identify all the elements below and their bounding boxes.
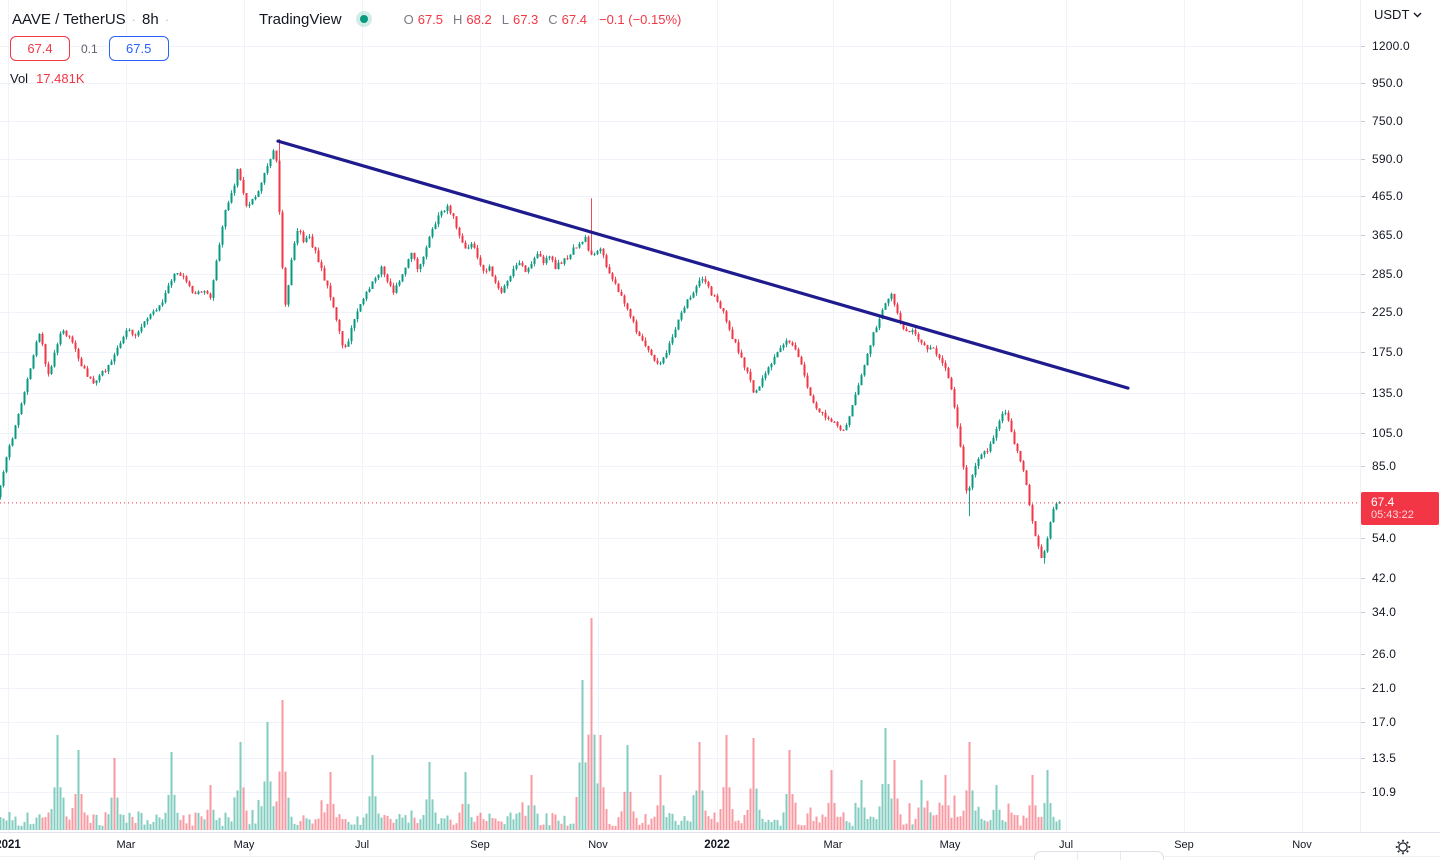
price-tick-label: 175.0 [1372, 344, 1404, 359]
volume-bars [0, 618, 1061, 831]
time-tick-month: May [939, 839, 961, 851]
price-tick-label: 13.5 [1372, 751, 1397, 766]
time-axis[interactable]: 2021 Mar May Jul Sep Nov 2022 Mar May Jul Sep Nov [0, 832, 1440, 860]
descending-trendline[interactable] [276, 139, 1130, 390]
price-tick-label: 1200.0 [1372, 39, 1410, 53]
spread-value: 0.1 [81, 41, 98, 56]
time-tick-month: Jul [354, 839, 370, 851]
price-tick-label: 17.0 [1372, 714, 1397, 729]
bar-countdown: 05:43:22 [1371, 509, 1414, 521]
price-tick-label: 225.0 [1372, 304, 1404, 319]
price-tick-label: 950.0 [1372, 76, 1404, 91]
price-tick-mark [1361, 120, 1365, 122]
price-axis[interactable]: USDT 67.4 05:43:22 1200.0 950.0 750.0 590.0… [1360, 0, 1440, 832]
symbol-title[interactable]: AAVE / TetherUS [12, 10, 126, 28]
time-tick-year: 2022 [704, 839, 730, 851]
price-tick-mark [1361, 432, 1365, 434]
grid-lines [0, 0, 1360, 832]
time-tick-month: Sep [1174, 839, 1194, 851]
candles [0, 139, 1061, 564]
price-tick-mark [1361, 721, 1365, 723]
price-tick-label: 10.9 [1372, 785, 1397, 800]
price-tick-mark [1361, 792, 1365, 794]
change-value: −0.1 (−0.15%) [598, 11, 682, 27]
price-tick-label: 105.0 [1372, 425, 1404, 440]
price-tick-mark [1361, 234, 1365, 236]
time-tick-month: May [233, 839, 255, 851]
date-range-toolbar-peek[interactable] [1034, 851, 1164, 860]
price-tick-label: 21.0 [1372, 681, 1397, 695]
chevron-down-icon [1413, 12, 1422, 17]
time-tick-month: Nov [1292, 839, 1312, 851]
price-tick-label: 465.0 [1372, 189, 1404, 204]
price-tick-mark [1361, 688, 1365, 689]
price-tick-label: 85.0 [1372, 459, 1397, 474]
quote-row: 67.4 0.1 67.5 [10, 36, 169, 61]
chart-legend: AAVE / TetherUS · 8h · TradingView O 67.5… [12, 8, 681, 30]
close-label: C [548, 11, 558, 27]
market-status-icon[interactable] [355, 11, 372, 27]
time-tick-month: Nov [588, 839, 608, 851]
close-value: 67.4 [561, 11, 587, 27]
price-tick-label: 34.0 [1372, 604, 1397, 619]
volume-value: 17.481K [36, 71, 85, 86]
price-tick-mark [1361, 351, 1365, 353]
low-value: 67.3 [512, 11, 539, 27]
interval-label[interactable]: 8h [142, 10, 159, 28]
tradingview-logo-text[interactable]: TradingView [259, 10, 342, 28]
price-tick-mark [1361, 274, 1365, 276]
current-price-value: 67.4 [1371, 495, 1395, 509]
price-tick-mark [1361, 196, 1365, 198]
open-label: O [403, 11, 414, 27]
separator-dot: · [131, 11, 137, 27]
volume-legend: Vol 17.481K [10, 71, 85, 86]
currency-label: USDT [1374, 7, 1410, 22]
gear-icon[interactable] [1394, 838, 1412, 856]
price-tick-label: 42.0 [1372, 571, 1397, 585]
price-tick-mark [1361, 392, 1365, 394]
current-price-label: 67.4 05:43:22 [1361, 492, 1439, 525]
price-tick-label: 590.0 [1372, 151, 1404, 166]
price-tick-mark [1361, 83, 1365, 85]
ohlc-values: O 67.5 H 68.2 L 67.3 C 67.4 −0.1 (−0.15%) [398, 12, 682, 27]
time-tick-month: Sep [470, 839, 490, 851]
price-tick-mark [1361, 158, 1365, 160]
high-value: 68.2 [466, 11, 492, 27]
low-label: L [501, 11, 509, 27]
price-tick-mark [1361, 46, 1365, 47]
price-tick-mark [1361, 311, 1365, 313]
price-tick-mark [1361, 466, 1365, 468]
separator-dot: · [164, 11, 170, 27]
currency-toggle[interactable]: USDT [1374, 7, 1422, 22]
price-tick-mark [1361, 758, 1365, 760]
price-tick-label: 26.0 [1372, 647, 1397, 662]
open-value: 67.5 [417, 11, 444, 27]
time-tick-month: Mar [116, 839, 136, 851]
high-label: H [453, 11, 463, 27]
time-tick-month: Jul [1058, 839, 1074, 851]
price-tick-label: 285.0 [1372, 267, 1404, 282]
price-tick-mark [1361, 611, 1365, 613]
bottom-toolbar-edge [0, 856, 1440, 857]
volume-label: Vol [10, 71, 29, 86]
price-tick-label: 365.0 [1372, 227, 1404, 242]
price-tick-label: 750.0 [1372, 113, 1404, 128]
bid-button[interactable]: 67.4 [10, 36, 70, 61]
ask-button[interactable]: 67.5 [108, 36, 169, 61]
price-tick-label: 54.0 [1372, 531, 1397, 546]
price-tick-mark [1361, 538, 1365, 540]
price-tick-label: 135.0 [1372, 385, 1404, 400]
price-tick-mark [1361, 578, 1365, 579]
time-tick-month: Mar [823, 839, 843, 851]
time-tick-year: 2021 [0, 839, 21, 851]
price-tick-mark [1361, 654, 1365, 656]
